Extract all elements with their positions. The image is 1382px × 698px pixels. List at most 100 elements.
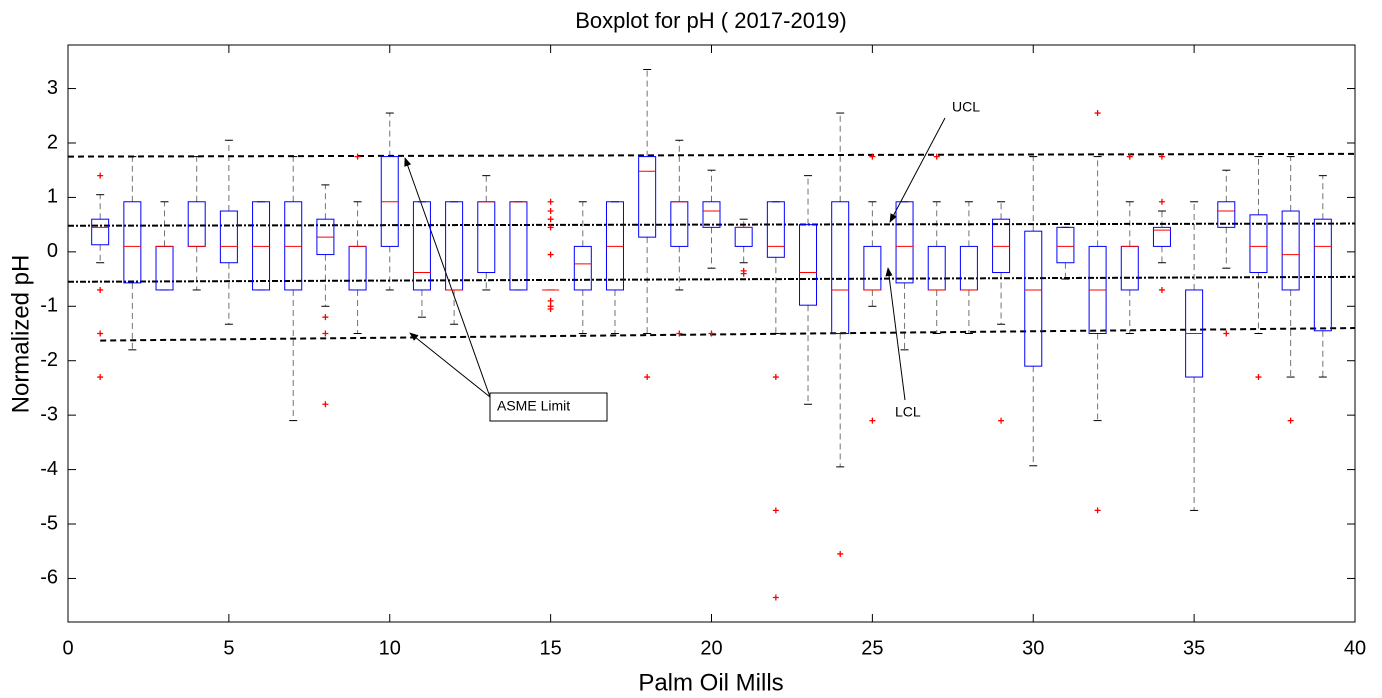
box xyxy=(702,201,721,228)
box xyxy=(252,201,271,291)
box xyxy=(573,245,592,291)
outlier xyxy=(740,270,747,277)
box xyxy=(863,245,882,291)
asme-label: ASME Limit xyxy=(497,398,570,414)
box xyxy=(1056,226,1075,264)
x-tick-label: 40 xyxy=(1344,637,1366,659)
outlier xyxy=(676,330,683,337)
x-tick-label: 20 xyxy=(700,637,722,659)
box xyxy=(412,201,431,291)
outlier xyxy=(547,297,554,304)
asme-arrow xyxy=(404,157,491,398)
chart-title: Boxplot for pH ( 2017-2019) xyxy=(575,8,847,33)
outlier xyxy=(547,224,554,231)
reference-line xyxy=(67,222,1356,227)
y-tick-label: 0 xyxy=(47,240,58,262)
box xyxy=(187,201,206,247)
box xyxy=(1120,245,1139,291)
outlier xyxy=(322,330,329,337)
outlier xyxy=(354,153,361,160)
outlier xyxy=(1223,330,1230,337)
outlier xyxy=(547,251,554,258)
x-tick-label: 25 xyxy=(861,637,883,659)
box xyxy=(605,201,624,291)
outlier xyxy=(547,208,554,215)
y-tick-label: -6 xyxy=(40,567,58,589)
box xyxy=(1281,210,1300,291)
outlier xyxy=(1287,417,1294,424)
box xyxy=(992,218,1011,274)
outlier xyxy=(772,507,779,514)
box xyxy=(445,201,464,291)
box xyxy=(284,201,303,291)
box xyxy=(155,245,174,291)
outlier xyxy=(1158,286,1165,293)
outlier xyxy=(1094,110,1101,117)
box xyxy=(895,201,914,284)
box xyxy=(734,226,753,247)
box xyxy=(959,245,978,291)
box xyxy=(348,245,367,291)
outlier xyxy=(1158,153,1165,160)
reference-line xyxy=(100,327,1356,342)
box xyxy=(831,201,850,334)
x-tick-label: 35 xyxy=(1183,637,1205,659)
outlier xyxy=(322,401,329,408)
outlier xyxy=(772,374,779,381)
box xyxy=(91,218,110,246)
outlier xyxy=(97,286,104,293)
box xyxy=(638,156,657,238)
y-tick-label: 2 xyxy=(47,131,58,153)
box xyxy=(219,210,238,264)
outlier xyxy=(933,153,940,160)
box xyxy=(1313,218,1332,332)
outlier xyxy=(547,216,554,223)
x-axis-label: Palm Oil Mills xyxy=(638,669,783,696)
x-tick-label: 5 xyxy=(223,637,234,659)
box xyxy=(509,201,528,291)
outlier xyxy=(869,417,876,424)
outlier xyxy=(547,198,554,205)
ucl-label: UCL xyxy=(952,99,980,115)
ucl-arrow xyxy=(889,117,946,223)
lcl-arrow xyxy=(885,267,906,401)
outlier xyxy=(547,306,554,313)
y-tick-label: 1 xyxy=(47,186,58,208)
x-tick-label: 30 xyxy=(1022,637,1044,659)
outlier xyxy=(1094,507,1101,514)
y-tick-label: -4 xyxy=(40,458,58,480)
box xyxy=(1024,230,1043,367)
y-tick-label: -1 xyxy=(40,295,58,317)
outlier xyxy=(998,417,1005,424)
box xyxy=(1217,201,1236,228)
outlier xyxy=(97,374,104,381)
box xyxy=(1152,226,1171,247)
y-tick-label: -2 xyxy=(40,349,58,371)
y-tick-label: -5 xyxy=(40,512,58,534)
y-tick-label: -3 xyxy=(40,403,58,425)
box xyxy=(799,224,818,306)
asme-box xyxy=(489,392,608,422)
box xyxy=(123,201,142,284)
outlier xyxy=(772,594,779,601)
y-axis-label: Normalized pH xyxy=(7,255,34,414)
outlier xyxy=(644,374,651,381)
outlier xyxy=(1126,153,1133,160)
outlier xyxy=(1158,198,1165,205)
lcl-label: LCL xyxy=(895,404,921,420)
outlier xyxy=(97,330,104,337)
asme-arrow xyxy=(409,332,491,398)
box xyxy=(1249,214,1268,274)
x-tick-label: 0 xyxy=(62,637,73,659)
x-tick-label: 15 xyxy=(540,637,562,659)
reference-line xyxy=(67,275,1356,283)
outlier xyxy=(1255,374,1262,381)
y-tick-label: 3 xyxy=(47,77,58,99)
outlier xyxy=(708,330,715,337)
reference-line xyxy=(67,152,1356,158)
outlier xyxy=(322,314,329,321)
box xyxy=(766,201,785,258)
box xyxy=(477,201,496,274)
x-tick-label: 10 xyxy=(379,637,401,659)
